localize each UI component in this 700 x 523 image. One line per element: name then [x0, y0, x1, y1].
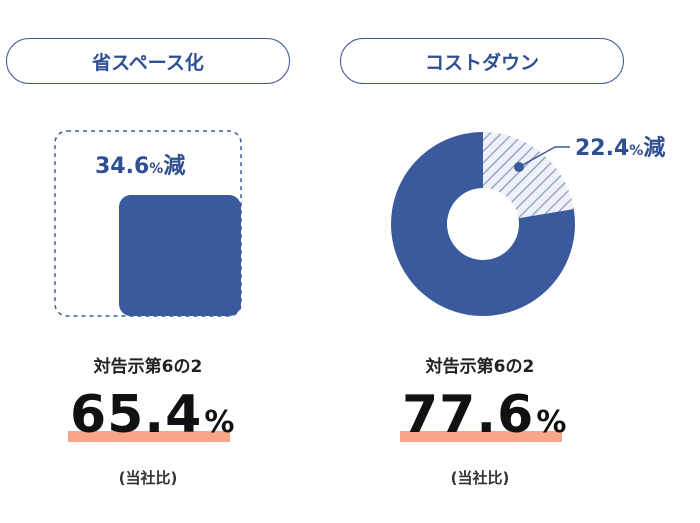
space-reduction-label: 34.6%減	[95, 148, 185, 180]
cost-donut-segment	[390, 132, 575, 316]
space-reduction-suffix: 減	[163, 154, 186, 179]
cost-ratio-value: 77.6%	[402, 385, 567, 445]
cost-ratio-number: 77.6	[402, 385, 535, 445]
callout-line	[518, 146, 570, 168]
cost-down-header-label: コストダウン	[424, 51, 539, 74]
space-caption: 対告示第6の2	[93, 357, 203, 377]
space-reduction-unit: %	[149, 161, 164, 177]
cost-down-header: コストダウン	[340, 38, 624, 84]
cost-reduction-unit: %	[629, 143, 644, 159]
cost-caption: 対告示第6の2	[425, 357, 535, 377]
space-saving-header: 省スペース化	[6, 38, 290, 84]
cost-note: (当社比)	[450, 469, 510, 487]
reduced-area-square	[119, 195, 241, 316]
space-ratio-unit: %	[204, 405, 236, 440]
space-ratio-value: 65.4%	[70, 385, 235, 445]
cost-value-highlight	[400, 431, 562, 442]
space-saving-header-label: 省スペース化	[92, 51, 204, 74]
cost-ratio-unit: %	[536, 405, 568, 440]
cost-reduction-value: 22.4	[575, 136, 630, 161]
space-ratio-number: 65.4	[70, 385, 203, 445]
space-note: (当社比)	[118, 469, 178, 487]
cost-reduction-label: 22.4%減	[575, 130, 665, 162]
space-value-highlight	[68, 431, 230, 442]
space-reduction-value: 34.6	[95, 154, 150, 179]
reduction-donut-segment	[483, 132, 574, 219]
cost-reduction-suffix: 減	[643, 136, 666, 161]
